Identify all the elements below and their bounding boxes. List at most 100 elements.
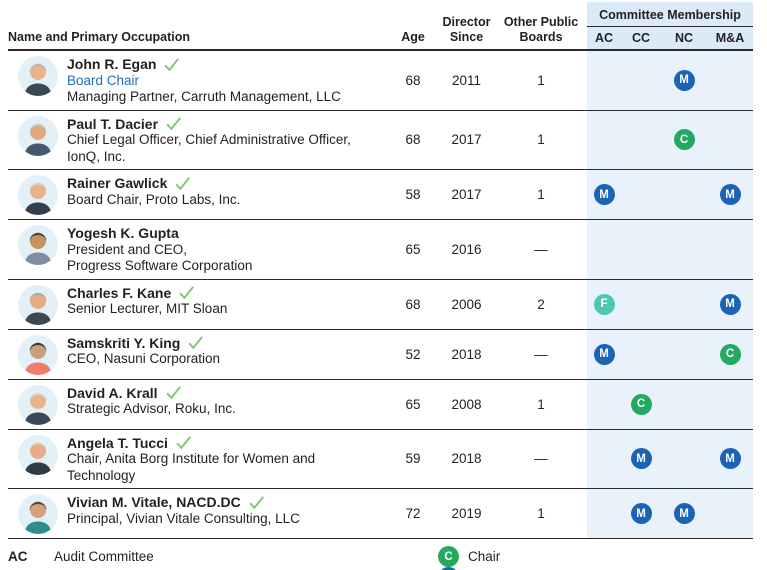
- other-public-boards-cell: 1: [537, 396, 545, 412]
- occupation-line: Progress Software Corporation: [67, 258, 253, 273]
- committee-cell: [621, 220, 661, 279]
- committee-cell: M: [587, 170, 621, 219]
- table-header: Name and Primary Occupation Age Director…: [8, 2, 753, 51]
- age-cell: 68: [405, 296, 421, 312]
- committee-badge-m: M: [630, 503, 652, 524]
- legend-badge-icon: C: [438, 546, 459, 567]
- director-occupation: Principal, Vivian Vitale Consulting, LLC: [67, 511, 300, 528]
- occupation-line: IonQ, Inc.: [67, 148, 126, 164]
- person-silhouette-icon: [24, 342, 52, 375]
- committee-membership-cells: M C: [587, 329, 753, 379]
- age-cell: 65: [405, 396, 421, 412]
- committee-badge-c: C: [719, 343, 741, 365]
- independent-check-icon: [178, 285, 195, 300]
- director-since-cell: 2017: [451, 132, 482, 148]
- person-silhouette-icon: [24, 123, 52, 156]
- director-name-line: Rainer Gawlick: [67, 175, 240, 192]
- committee-cell: M: [661, 489, 707, 538]
- director-info: Paul T. Dacier Chief Legal Officer, Chie…: [67, 115, 351, 166]
- committee-badge-m: M: [719, 448, 741, 470]
- committee-cell: [661, 280, 707, 329]
- occupation-line: Chair, Anita Borg Institute for Women an…: [67, 451, 316, 483]
- column-header-ac: AC: [594, 31, 614, 45]
- legend-badge-icon: M: [438, 567, 459, 570]
- committee-cell: M: [587, 330, 621, 379]
- legend-badge-meanings: C Chair M Member F Chair and Financial E…: [438, 546, 767, 570]
- legend-committee-abbreviations: AC Audit Committee CC Compensation Commi…: [8, 546, 438, 570]
- director-name-line: Paul T. Dacier: [67, 116, 351, 133]
- other-public-boards-cell: —: [534, 241, 548, 257]
- director-since-cell: 2019: [451, 506, 482, 521]
- director-info: Angela T. Tucci Chair, Anita Borg Instit…: [67, 434, 384, 485]
- name-and-occupation-cell: Charles F. Kane Senior Lecturer, MIT Slo…: [8, 280, 388, 329]
- director-photo: [18, 434, 58, 475]
- director-name: Charles F. Kane: [67, 284, 172, 301]
- director-info: David A. Krall Strategic Advisor, Roku, …: [67, 384, 236, 418]
- other-public-boards-cell: 1: [537, 187, 545, 202]
- committee-cell: [661, 430, 707, 489]
- occupation-line: CEO, Nasuni Corporation: [67, 351, 221, 366]
- committee-cells-bg: M M: [587, 170, 753, 219]
- committee-column-headers: AC CC NC M&A: [587, 27, 753, 49]
- director-photo: [18, 115, 58, 156]
- other-public-boards-cell: 2: [537, 296, 545, 312]
- director-name: Yogesh K. Gupta: [67, 225, 179, 241]
- committee-cell: [587, 220, 621, 279]
- committee-badge-m: M: [719, 293, 741, 315]
- name-and-occupation-cell: Angela T. Tucci Chair, Anita Borg Instit…: [8, 430, 388, 489]
- legend-committee-abbr: AC: [8, 549, 28, 564]
- column-header-line: Other Public: [503, 15, 579, 29]
- other-public-boards-cell: 1: [537, 132, 545, 148]
- board-chair-link[interactable]: Board Chair: [67, 72, 140, 88]
- committee-cell: [587, 51, 621, 110]
- committee-cell: [587, 489, 621, 538]
- director-name: David A. Krall: [67, 384, 158, 401]
- director-row: Angela T. Tucci Chair, Anita Borg Instit…: [8, 429, 753, 489]
- committee-cells-bg: M M: [587, 489, 753, 538]
- committee-cell: [661, 330, 707, 379]
- director-name-line: Yogesh K. Gupta: [67, 225, 252, 242]
- person-silhouette-icon: [24, 182, 52, 215]
- director-info: Vivian M. Vitale, NACD.DC Principal, Viv…: [67, 493, 300, 527]
- committee-cells-bg: C: [587, 379, 753, 429]
- column-header-line: Director: [442, 15, 491, 29]
- name-and-occupation-cell: Vivian M. Vitale, NACD.DC Principal, Viv…: [8, 489, 388, 538]
- committee-cells-bg: [587, 220, 753, 279]
- committee-badge-m: M: [593, 184, 615, 205]
- committee-cell: [621, 111, 661, 170]
- director-since-cell: 2017: [451, 187, 482, 202]
- column-header-name: Name and Primary Occupation: [8, 30, 191, 44]
- director-occupation: Managing Partner, Carruth Management, LL…: [67, 89, 341, 106]
- occupation-line: President and CEO,: [67, 241, 188, 257]
- column-header-age: Age: [401, 30, 425, 44]
- name-and-occupation-cell: David A. Krall Strategic Advisor, Roku, …: [8, 380, 388, 429]
- director-info: Charles F. Kane Senior Lecturer, MIT Slo…: [67, 284, 227, 318]
- director-occupation: President and CEO, Progress Software Corp…: [67, 242, 252, 275]
- committee-badge-f: F: [593, 293, 615, 315]
- committee-membership-cells: F M: [587, 279, 753, 329]
- age-cell: 65: [405, 241, 421, 257]
- committee-membership-title: Committee Membership: [587, 5, 753, 27]
- legend-badge-slot: C: [438, 546, 468, 567]
- director-name: Vivian M. Vitale, NACD.DC: [67, 494, 241, 510]
- person-silhouette-icon: [24, 63, 52, 96]
- committee-membership-cells: C: [587, 379, 753, 429]
- director-name-line: Charles F. Kane: [67, 285, 227, 302]
- person-silhouette-icon: [24, 392, 52, 425]
- name-and-occupation-cell: Paul T. Dacier Chief Legal Officer, Chie…: [8, 111, 388, 170]
- director-photo: [18, 175, 58, 215]
- committee-cell: [661, 170, 707, 219]
- committee-cell: [661, 380, 707, 429]
- committee-membership-cells: [587, 220, 753, 279]
- person-silhouette-icon: [24, 501, 52, 534]
- committee-badge-c: C: [630, 393, 652, 415]
- column-header-cc: CC: [631, 31, 651, 45]
- independent-check-icon: [165, 116, 182, 131]
- independent-check-icon: [165, 385, 182, 400]
- column-header-other-public-boards: Other Public Boards: [495, 15, 587, 49]
- director-name: Samskriti Y. King: [67, 334, 181, 351]
- legend-badge-item: M Member: [438, 567, 767, 570]
- committee-cell: [621, 170, 661, 219]
- director-row: Paul T. Dacier Chief Legal Officer, Chie…: [8, 110, 753, 170]
